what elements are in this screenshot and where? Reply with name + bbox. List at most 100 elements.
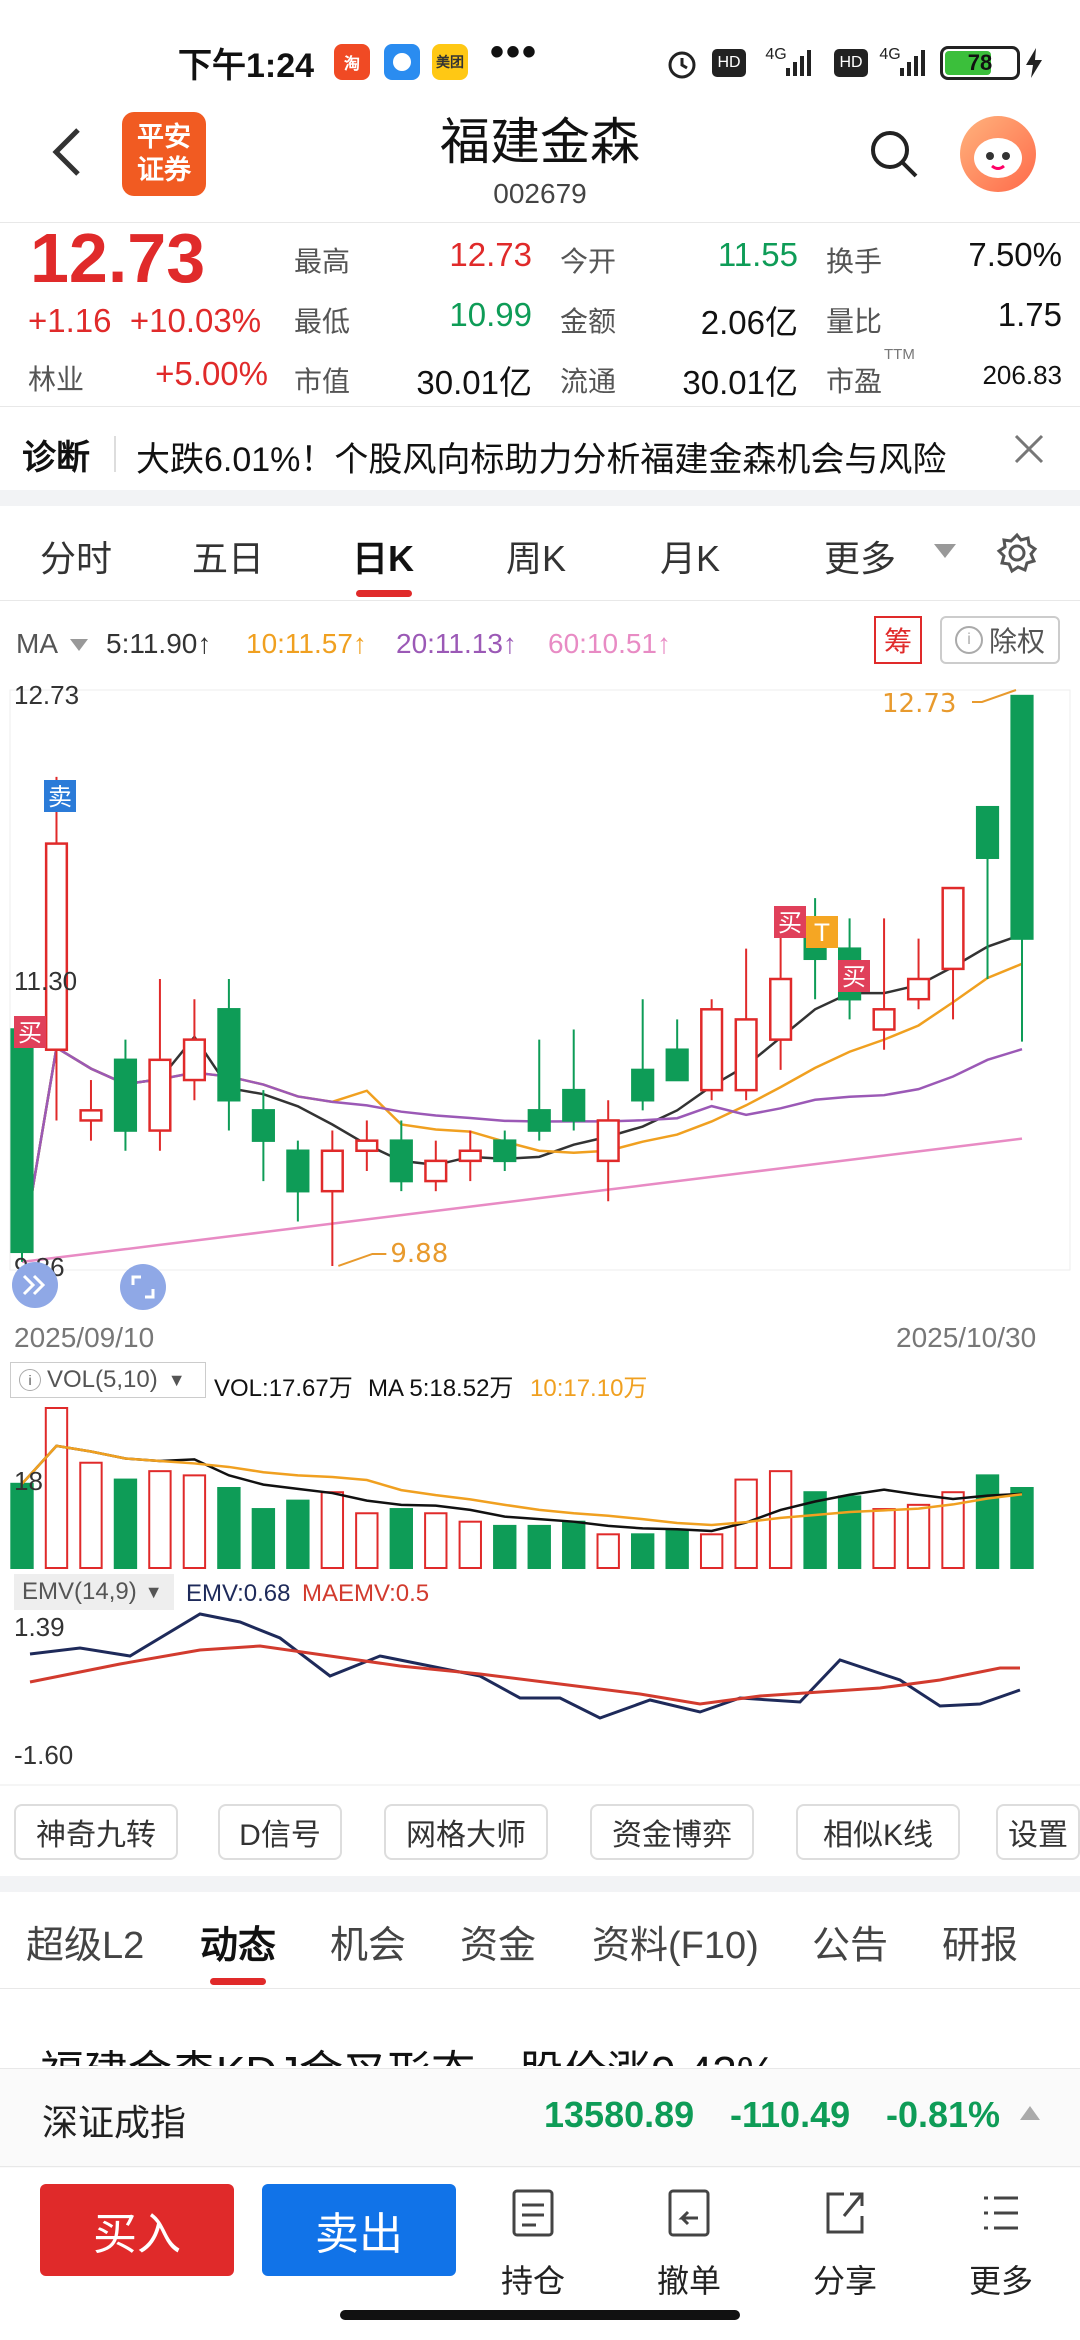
price-change: +1.16 +10.03% [28, 302, 262, 339]
meituan-app-icon: 美团 [432, 44, 468, 80]
volume-bar [562, 1520, 586, 1569]
dropdown-icon[interactable] [934, 544, 956, 563]
tab-monthly-k[interactable]: 月K [660, 538, 721, 579]
buy-button[interactable]: 买入 [40, 2184, 234, 2276]
ma-dropdown-icon[interactable] [70, 638, 88, 656]
candle [665, 1048, 689, 1082]
mcap-label: 市值 [294, 366, 351, 397]
diagnosis-text[interactable]: 大跌6.01%！个股风向标助力分析福建金森机会与风险 [136, 441, 947, 479]
tab-super-l2[interactable]: 超级L2 [26, 1925, 145, 1967]
volume-bar [941, 1491, 965, 1569]
tab-daily-k[interactable]: 日K [352, 538, 414, 579]
candle [458, 1149, 482, 1163]
emv-y-max: 1.39 [14, 1612, 65, 1642]
turnover-value: 7.50% [968, 236, 1062, 273]
volume-bar [493, 1524, 517, 1569]
settings-button[interactable] [996, 532, 1038, 579]
hd-icon-2: HD [834, 49, 868, 77]
start-date: 2025/09/10 [14, 1322, 155, 1353]
volume-bar [251, 1508, 276, 1570]
emv-indicator-selector[interactable]: EMV(14,9) ▼ [14, 1574, 174, 1610]
tab-f10[interactable]: 资料(F10) [592, 1925, 759, 1967]
chip-distribution-button[interactable]: 筹 [874, 616, 922, 664]
status-time: 下午1:24 [178, 47, 315, 85]
search-button[interactable] [868, 128, 920, 180]
industry-label: 林业 [28, 364, 85, 395]
tab-capital[interactable]: 资金 [460, 1925, 537, 1967]
tool-capital-game[interactable]: 资金博弈 [590, 1804, 754, 1860]
candle [44, 842, 69, 1051]
volume-bar [286, 1499, 310, 1569]
candle [182, 1038, 207, 1082]
index-change: -110.49 [730, 2094, 851, 2135]
info-icon: i [19, 1369, 41, 1391]
amount-label: 金额 [560, 306, 617, 337]
sell-button[interactable]: 卖出 [262, 2184, 456, 2276]
tool-settings[interactable]: 设置 [996, 1804, 1080, 1860]
tool-magic-nine[interactable]: 神奇九转 [14, 1804, 178, 1860]
ma60-line [21, 1137, 1023, 1264]
volume-indicator-selector[interactable]: i VOL(5,10) ▼ [10, 1362, 206, 1398]
more-notifications-icon: ••• [490, 30, 539, 74]
double-chevron-right-icon [22, 1274, 46, 1296]
back-button[interactable] [44, 122, 88, 182]
volume-ratio-label: 量比 [826, 306, 883, 337]
signal-icon-2 [898, 46, 928, 80]
volume-bar [424, 1512, 448, 1570]
close-button[interactable] [1012, 432, 1046, 466]
assistant-avatar[interactable] [960, 116, 1036, 192]
mcap-value: 30.01亿 [416, 364, 532, 401]
vol-ma10: 10:17.10万 [530, 1375, 648, 1402]
fullscreen-button[interactable] [120, 1264, 166, 1310]
tool-grid-master[interactable]: 网格大师 [384, 1804, 548, 1860]
document-icon [512, 2189, 554, 2237]
tab-announcements[interactable]: 公告 [812, 1925, 889, 1967]
volume-bar [113, 1478, 138, 1569]
stock-code: 002679 [493, 178, 587, 209]
search-icon [871, 131, 918, 178]
fullscreen-icon [131, 1275, 155, 1299]
tab-five-day[interactable]: 五日 [192, 538, 265, 579]
expand-left-button[interactable] [12, 1262, 58, 1308]
news-item[interactable]: 福建金森KDJ金叉形态，股价涨9.42% [40, 2036, 1040, 2066]
undo-icon [668, 2189, 710, 2237]
volume-bar [699, 1533, 724, 1570]
volume-bar [458, 1520, 482, 1569]
ma-label[interactable]: MA [16, 628, 58, 659]
volume-bar [665, 1529, 689, 1570]
tab-opportunity[interactable]: 机会 [330, 1925, 407, 1967]
float-label: 流通 [560, 366, 617, 397]
candle [631, 1068, 655, 1102]
float-value: 30.01亿 [682, 364, 798, 401]
candle [769, 977, 793, 1041]
industry-change: +5.00% [155, 355, 268, 392]
candle [320, 1149, 344, 1193]
candle [79, 1109, 103, 1122]
candle [700, 1008, 724, 1092]
emv-value: EMV:0.68 [186, 1580, 291, 1607]
index-ticker[interactable] [0, 2068, 1080, 2168]
tab-research[interactable]: 研报 [942, 1925, 1019, 1967]
ex-rights-button[interactable]: i 除权 [940, 616, 1060, 664]
ma20-value: 20:11.13↑ [396, 628, 517, 659]
expand-up-icon[interactable] [1020, 2106, 1040, 2125]
end-date: 2025/10/30 [896, 1322, 1037, 1353]
tab-news[interactable]: 动态 [200, 1925, 277, 1967]
y-mid-label: 11.30 [14, 966, 78, 996]
candle [251, 1109, 275, 1142]
volume-bar [803, 1491, 827, 1569]
tool-similar-k[interactable]: 相似K线 [796, 1804, 960, 1860]
tool-d-signal[interactable]: D信号 [218, 1804, 342, 1860]
buy-marker-2: 买 [778, 909, 802, 937]
emv-y-min: -1.60 [14, 1740, 74, 1770]
ma10-line [20, 962, 1023, 1253]
tab-weekly-k[interactable]: 周K [506, 538, 567, 579]
close-icon [1014, 434, 1044, 464]
candle [148, 1058, 172, 1132]
candle [217, 1008, 241, 1102]
tab-more[interactable]: 更多 [824, 538, 897, 579]
tab-intraday[interactable]: 分时 [40, 538, 113, 579]
home-indicator [340, 2310, 740, 2320]
high-annotation: 12.73 [882, 689, 956, 719]
